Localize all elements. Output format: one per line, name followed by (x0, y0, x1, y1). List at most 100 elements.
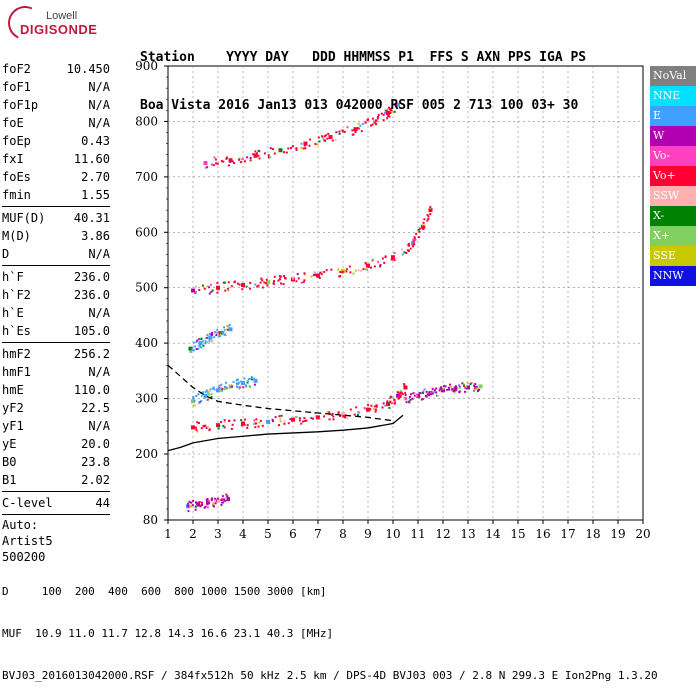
trace-dot (200, 400, 203, 403)
trace-dot (220, 503, 223, 506)
trace-dot (267, 154, 270, 157)
trace-dot (318, 276, 321, 279)
trace-dot (240, 380, 243, 383)
trace-dot (370, 124, 373, 127)
trace-dot (204, 505, 207, 508)
trace-dot (440, 386, 443, 389)
trace-dot (302, 420, 305, 423)
trace-dot (261, 279, 264, 282)
profile-solid-line (167, 414, 404, 452)
trace-dot (388, 406, 391, 409)
trace-dot (233, 280, 236, 283)
trace-point (353, 127, 358, 132)
trace-dot (437, 394, 440, 397)
trace-dot (248, 287, 251, 290)
trace-dot (239, 161, 242, 164)
trace-dot (188, 500, 191, 503)
param-label: yF2 (2, 401, 24, 415)
trace-dot (429, 391, 432, 394)
trace-dot (192, 349, 195, 352)
trace-dot (408, 401, 411, 404)
trace-dot (223, 386, 226, 389)
trace-dot (190, 501, 193, 504)
trace-dot (208, 393, 211, 396)
trace-dot (300, 422, 303, 425)
x-tick-label: 19 (610, 527, 625, 541)
trace-dot (206, 334, 209, 337)
y-tick-label: 200 (135, 447, 158, 461)
trace-dot (379, 264, 382, 267)
param-value: 22.5 (81, 401, 110, 415)
trace-dot (246, 156, 249, 159)
param-row-yf1: yF1 N/A (2, 417, 110, 435)
trace-dot (403, 385, 406, 388)
trace-dot (231, 385, 234, 388)
trace-dot (427, 215, 430, 218)
trace-dot (212, 386, 215, 389)
trace-dot (384, 404, 387, 407)
trace-dot (383, 261, 386, 264)
trace-dot (469, 383, 472, 386)
trace-dot (274, 416, 277, 419)
x-tick-label: 17 (560, 527, 575, 541)
trace-dot (257, 425, 260, 428)
trace-dot (200, 427, 203, 430)
trace-dot (374, 408, 377, 411)
param-value: 256.2 (73, 347, 110, 361)
trace-dot (216, 281, 219, 284)
trace-dot (256, 285, 259, 288)
trace-dot (418, 392, 421, 395)
trace-dot (370, 404, 373, 407)
trace-dot (422, 227, 425, 230)
trace-dot (331, 139, 334, 142)
trace-dot (400, 391, 403, 394)
trace-dot (193, 399, 196, 402)
trace-dot (418, 227, 421, 230)
trace-dot (212, 501, 215, 504)
trace-dot (192, 396, 195, 399)
trace-dot (243, 423, 246, 426)
trace-dot (435, 391, 438, 394)
trace-dot (380, 112, 383, 115)
trace-dot (433, 391, 436, 394)
trace-dot (431, 387, 434, 390)
trace-dot (364, 121, 367, 124)
trace-dot (211, 163, 214, 166)
trace-dot (295, 416, 298, 419)
trace-dot (210, 393, 213, 396)
trace-dot (216, 162, 219, 165)
param-value: N/A (88, 365, 110, 379)
trace-point (466, 385, 470, 390)
y-tick-label: 800 (135, 114, 158, 128)
trace-dot (325, 134, 328, 137)
trace-dot (213, 505, 216, 508)
trace-dot (422, 390, 425, 393)
param-row-fxi: fxI 11.60 (2, 150, 110, 168)
trace-dot (404, 393, 407, 396)
trace-dot (187, 502, 190, 505)
trace-dot (401, 253, 404, 256)
trace-dot (388, 115, 391, 118)
trace-dot (464, 390, 467, 393)
trace-point (441, 388, 445, 393)
trace-dot (230, 285, 233, 288)
trace-dot (221, 387, 224, 390)
trace-dot (309, 138, 312, 141)
trace-dot (412, 238, 415, 241)
trace-dot (285, 151, 288, 154)
trace-dot (254, 426, 257, 429)
trace-dot (375, 405, 378, 408)
trace-dot (411, 241, 414, 244)
param-label: foF2 (2, 62, 31, 76)
trace-dot (387, 115, 390, 118)
logo-line2: DIGISONDE (20, 22, 98, 37)
y-tick-label: 700 (135, 170, 158, 184)
trace-dot (211, 331, 214, 334)
trace-dot (387, 402, 390, 405)
trace-dot (230, 428, 233, 431)
trace-dot (389, 112, 392, 115)
legend-item-w: W (650, 126, 696, 146)
trace-dot (376, 115, 379, 118)
trace-dot (245, 285, 248, 288)
trace-dot (266, 284, 269, 287)
